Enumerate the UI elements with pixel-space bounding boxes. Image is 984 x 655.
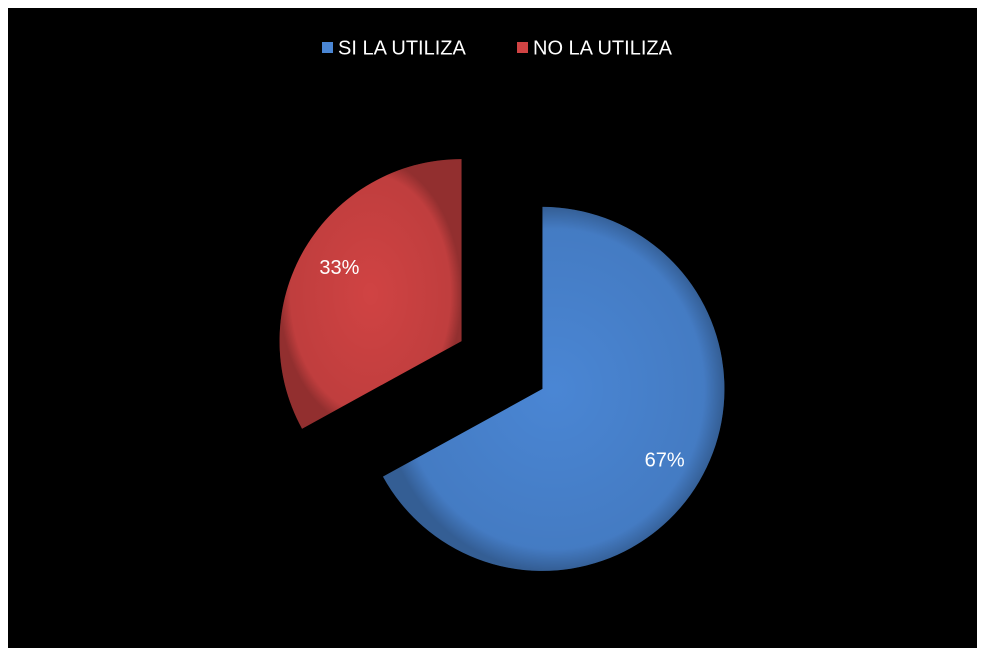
legend-label: SI LA UTILIZA [338, 37, 466, 59]
data-label: 33% [319, 257, 359, 279]
legend-label: NO LA UTILIZA [533, 37, 673, 59]
legend-swatch [322, 42, 333, 53]
data-label: 67% [645, 449, 685, 471]
legend-swatch [517, 42, 528, 53]
